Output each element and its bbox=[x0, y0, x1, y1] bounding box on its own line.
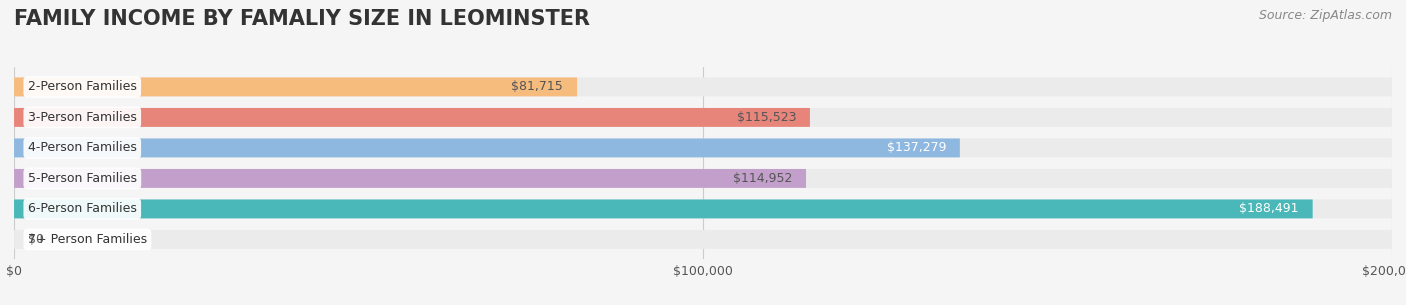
FancyBboxPatch shape bbox=[14, 169, 1392, 188]
Text: 3-Person Families: 3-Person Families bbox=[28, 111, 136, 124]
Text: $81,715: $81,715 bbox=[512, 81, 564, 93]
FancyBboxPatch shape bbox=[14, 77, 1392, 96]
FancyBboxPatch shape bbox=[14, 169, 806, 188]
Text: $188,491: $188,491 bbox=[1239, 203, 1299, 215]
Text: $115,523: $115,523 bbox=[737, 111, 796, 124]
Text: $114,952: $114,952 bbox=[733, 172, 792, 185]
Text: 5-Person Families: 5-Person Families bbox=[28, 172, 136, 185]
Text: 6-Person Families: 6-Person Families bbox=[28, 203, 136, 215]
Text: $0: $0 bbox=[28, 233, 44, 246]
FancyBboxPatch shape bbox=[14, 230, 1392, 249]
Text: 2-Person Families: 2-Person Families bbox=[28, 81, 136, 93]
FancyBboxPatch shape bbox=[14, 77, 576, 96]
Text: 7+ Person Families: 7+ Person Families bbox=[28, 233, 148, 246]
Text: 4-Person Families: 4-Person Families bbox=[28, 142, 136, 154]
FancyBboxPatch shape bbox=[14, 199, 1392, 218]
FancyBboxPatch shape bbox=[14, 138, 960, 157]
Text: $137,279: $137,279 bbox=[887, 142, 946, 154]
FancyBboxPatch shape bbox=[14, 108, 810, 127]
Text: FAMILY INCOME BY FAMALIY SIZE IN LEOMINSTER: FAMILY INCOME BY FAMALIY SIZE IN LEOMINS… bbox=[14, 9, 591, 29]
FancyBboxPatch shape bbox=[14, 138, 1392, 157]
Text: Source: ZipAtlas.com: Source: ZipAtlas.com bbox=[1258, 9, 1392, 22]
FancyBboxPatch shape bbox=[14, 199, 1313, 218]
FancyBboxPatch shape bbox=[14, 108, 1392, 127]
